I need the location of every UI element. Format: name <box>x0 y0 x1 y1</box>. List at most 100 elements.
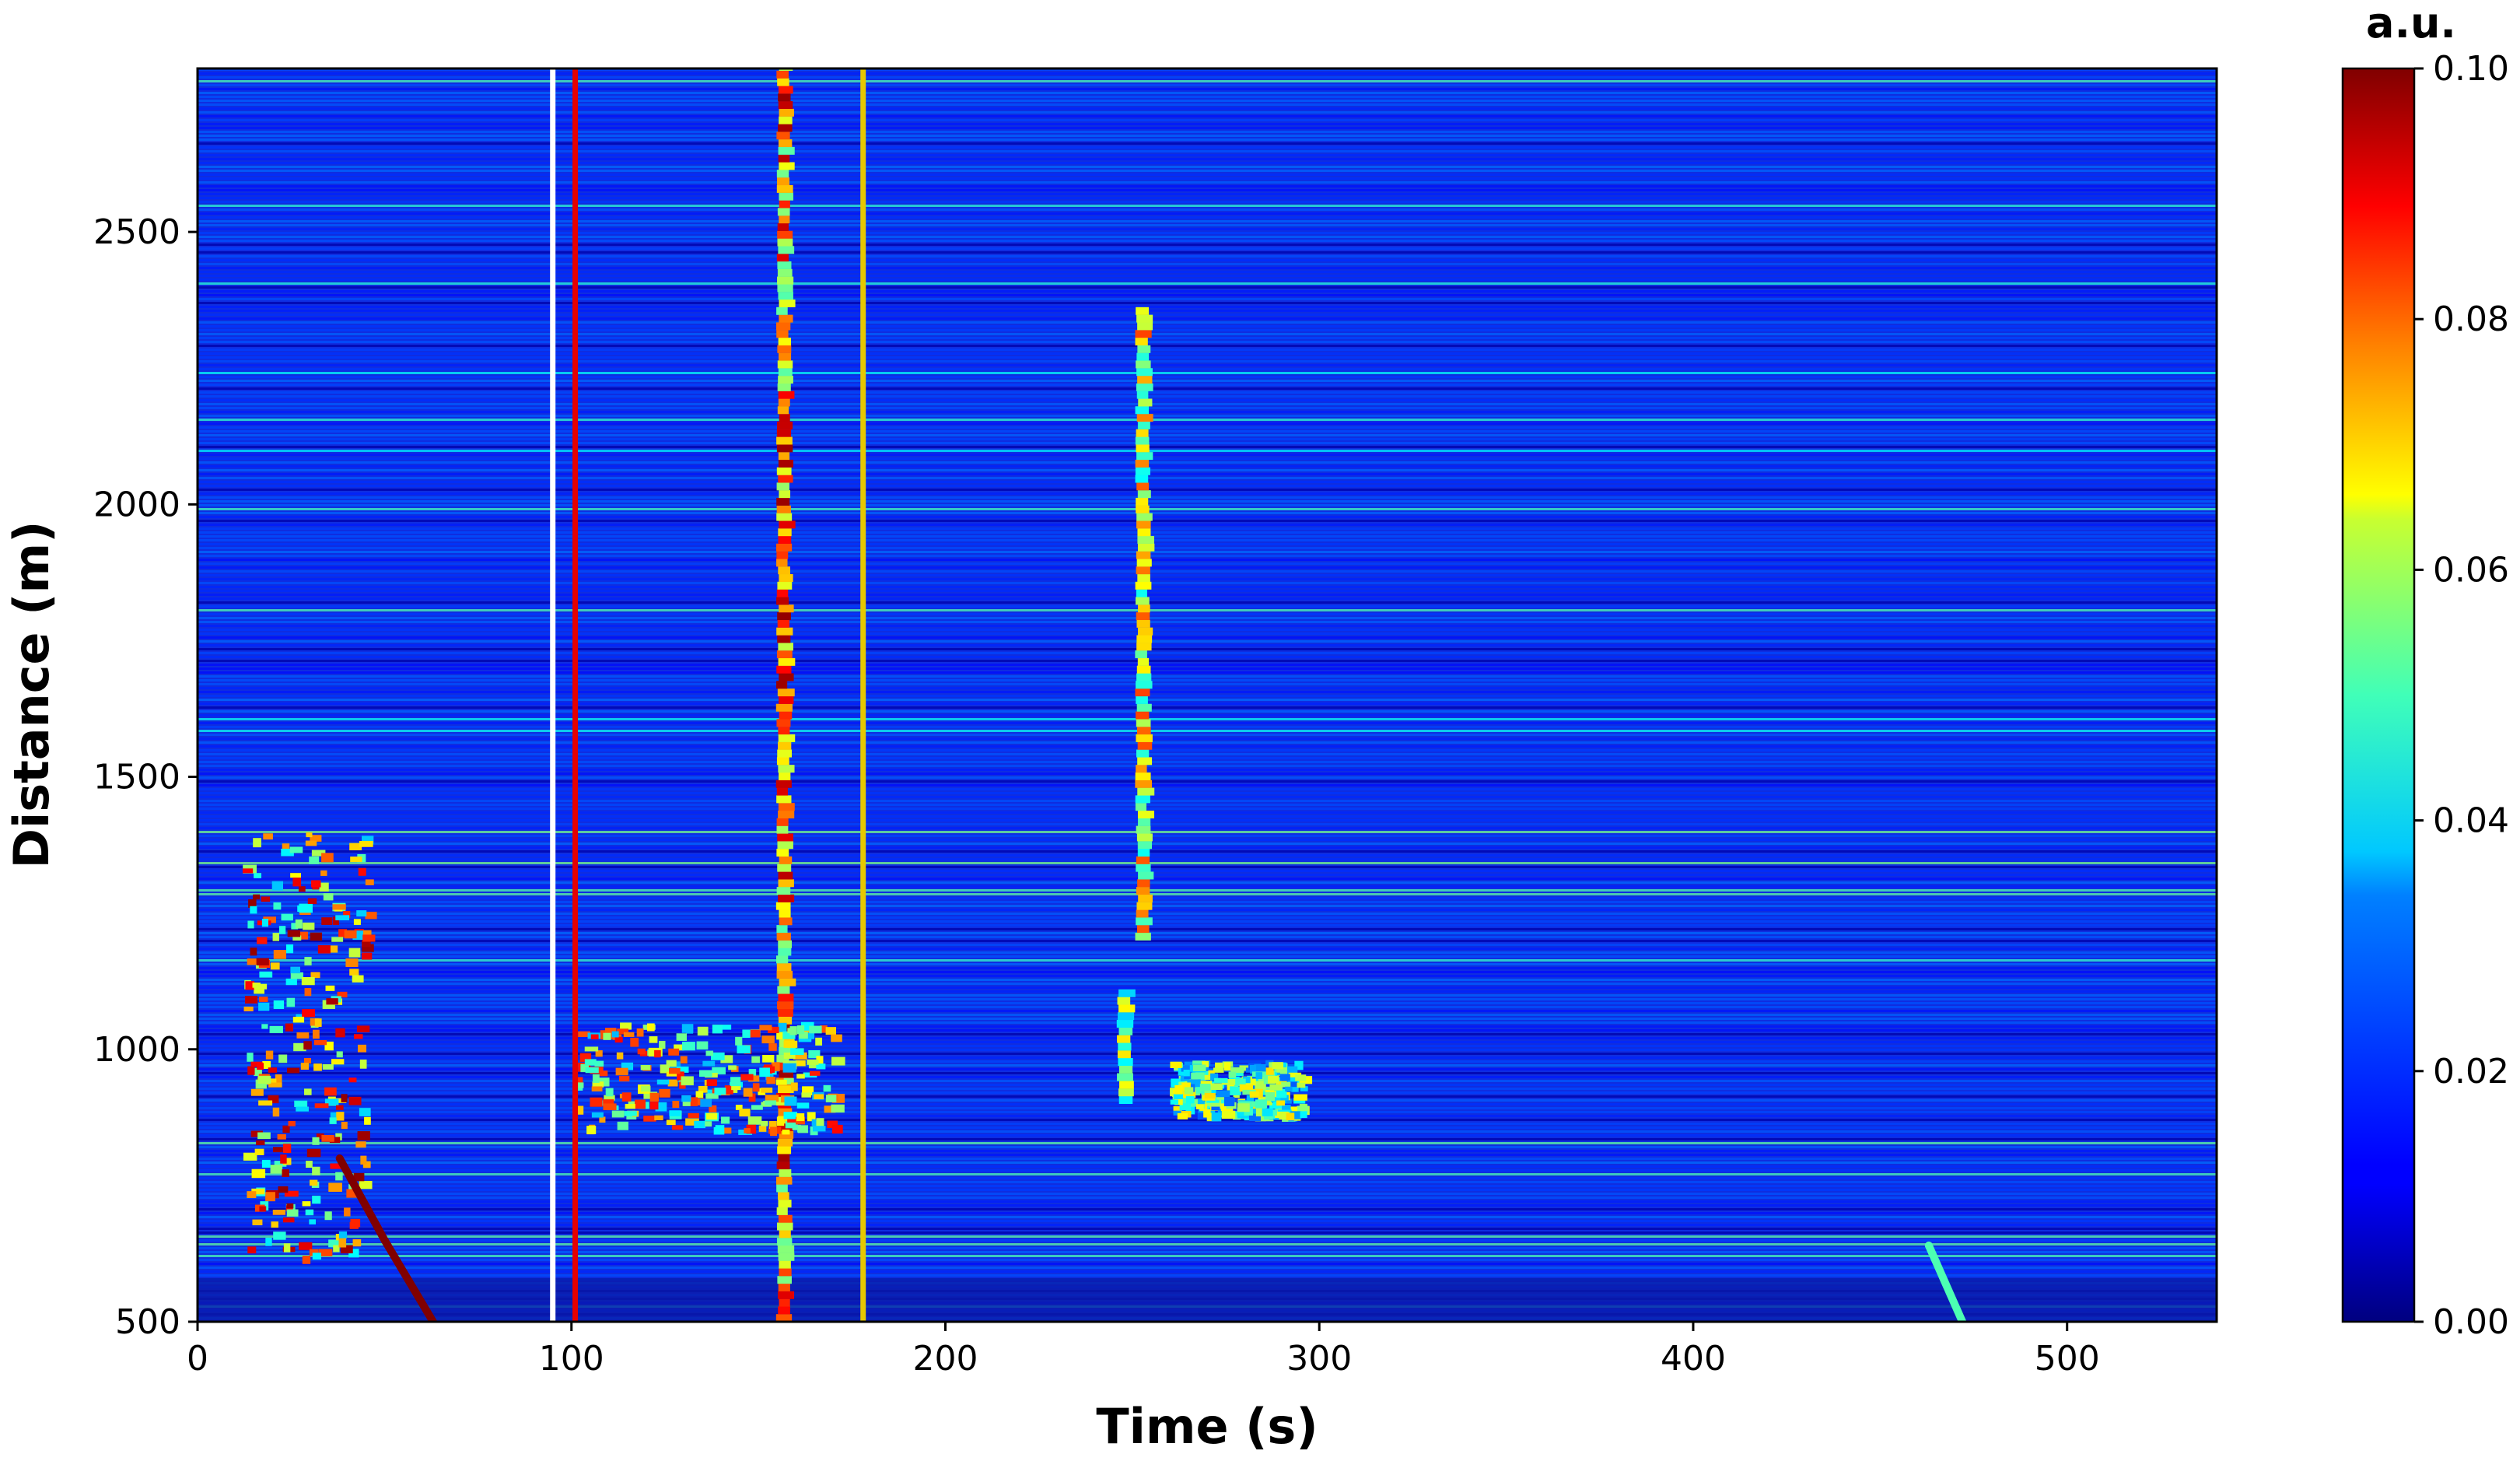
background-stripe <box>198 582 2217 584</box>
background-stripe <box>198 310 2217 312</box>
event-cell <box>1200 1081 1213 1086</box>
event-cell <box>278 1186 289 1193</box>
event-cell <box>332 916 339 926</box>
event-cell <box>1268 1075 1279 1084</box>
event-cell <box>1237 1103 1250 1112</box>
background-stripe <box>198 839 2217 841</box>
background-stripe <box>198 123 2217 125</box>
background-stripe <box>198 1208 2217 1210</box>
event-cell <box>808 1049 821 1059</box>
event-cell <box>328 1239 341 1248</box>
event-cell <box>362 836 374 845</box>
event-cell <box>825 1095 837 1102</box>
background-stripe <box>198 850 2217 853</box>
event-cell <box>816 1056 824 1064</box>
event-cell <box>1137 574 1150 583</box>
event-cell <box>261 1024 268 1029</box>
event-cell <box>1285 1078 1298 1088</box>
event-cell <box>283 1243 291 1253</box>
event-cell <box>761 1120 768 1126</box>
event-cell <box>268 1095 279 1104</box>
event-cell <box>776 757 789 766</box>
event-cell <box>1285 1106 1299 1112</box>
background-stripe <box>198 485 2217 487</box>
event-cell <box>688 1112 699 1119</box>
event-cell <box>362 1161 371 1168</box>
event-cell <box>778 1085 794 1094</box>
background-stripe <box>198 1010 2217 1012</box>
background-stripe <box>198 76 2217 79</box>
background-stripe <box>198 520 2217 522</box>
background-stripe <box>198 426 2217 429</box>
background-stripe <box>198 862 2217 864</box>
event-cell <box>278 1054 288 1063</box>
event-cell <box>759 1025 772 1031</box>
event-cell <box>1118 1096 1133 1105</box>
event-cell <box>1138 871 1154 880</box>
event-cell <box>777 1008 793 1017</box>
event-cell <box>1230 1067 1244 1074</box>
background-stripe <box>198 757 2217 759</box>
event-cell <box>1288 1072 1302 1077</box>
event-cell <box>253 894 261 900</box>
event-cell <box>353 1172 365 1182</box>
event-cell <box>1221 1110 1236 1119</box>
event-cell <box>1237 1108 1248 1116</box>
event-cell <box>682 1101 697 1106</box>
event-cell <box>1137 879 1150 888</box>
event-cell <box>778 139 793 148</box>
event-cell <box>272 1147 283 1153</box>
event-cell <box>776 559 788 567</box>
background-stripe <box>198 1033 2217 1035</box>
event-cell <box>705 1112 718 1120</box>
event-cell <box>310 1179 318 1186</box>
event-cell <box>1135 467 1150 475</box>
event-cell <box>590 1034 599 1039</box>
colorbar-label: a.u. <box>2366 0 2456 47</box>
background-stripe <box>198 321 2217 324</box>
event-cell <box>357 1044 367 1053</box>
event-cell <box>776 254 789 262</box>
event-cell <box>790 1048 804 1055</box>
background-stripe <box>198 959 2217 962</box>
event-cell <box>254 983 268 990</box>
event-cell <box>776 429 792 437</box>
background-stripe <box>198 745 2217 748</box>
plot-area <box>196 67 2218 1323</box>
background-stripe <box>198 656 2217 658</box>
event-cell <box>1255 1072 1263 1079</box>
event-cell <box>598 1077 610 1087</box>
event-cell <box>748 1075 760 1082</box>
background-stripe <box>198 928 2217 930</box>
background-stripe <box>198 784 2217 787</box>
event-cell <box>623 1032 635 1037</box>
event-cell <box>1170 1061 1182 1068</box>
event-cell <box>705 1121 712 1127</box>
event-cell <box>348 1077 357 1083</box>
event-cell <box>312 1166 320 1175</box>
background-stripe <box>198 687 2217 689</box>
event-cell <box>357 1131 370 1140</box>
event-cell <box>1116 1019 1134 1028</box>
event-cell <box>335 1133 342 1140</box>
event-cell <box>812 1126 826 1132</box>
background-stripe <box>198 1049 2217 1051</box>
event-cell <box>779 215 790 224</box>
event-cell <box>711 1052 725 1060</box>
event-cell <box>1197 1112 1208 1120</box>
background-stripe <box>198 376 2217 378</box>
background-stripe <box>198 632 2217 635</box>
event-cell <box>1136 711 1150 720</box>
background-stripe <box>198 197 2217 199</box>
event-cell <box>1137 787 1155 796</box>
event-cell <box>778 535 792 544</box>
event-cell <box>761 1035 775 1044</box>
event-cell <box>291 923 299 930</box>
event-cell <box>300 1063 310 1070</box>
event-cell <box>776 322 791 331</box>
event-cell <box>594 1060 604 1067</box>
event-cell <box>288 1120 296 1126</box>
background-stripe <box>198 963 2217 965</box>
background-stripe <box>198 356 2217 359</box>
background-stripe <box>198 1232 2217 1234</box>
